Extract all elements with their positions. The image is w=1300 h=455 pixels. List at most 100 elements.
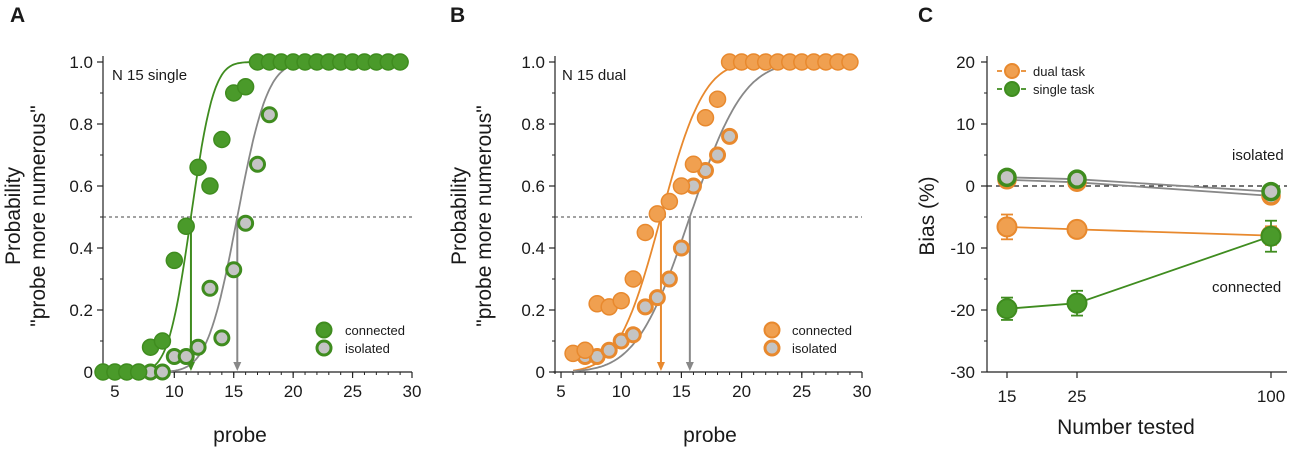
legend-marker-isolated	[315, 339, 333, 357]
point-isolated	[201, 279, 219, 297]
y-tick-label: 0.8	[521, 115, 545, 134]
legend-label-connected: connected	[792, 323, 852, 338]
x-tick-label: 10	[612, 382, 631, 401]
x-tick-label: 15	[998, 387, 1017, 406]
x-tick-label: 25	[343, 382, 362, 401]
point-isolated	[153, 363, 171, 381]
point-isolated	[636, 298, 654, 316]
panel-a-x-axis-title: probe	[213, 424, 267, 447]
y-tick-label: -10	[950, 239, 975, 258]
point-single-task-isolated	[997, 167, 1017, 188]
x-tick-label: 30	[403, 382, 422, 401]
point-dual-task-connected	[996, 216, 1018, 238]
point-connected	[648, 205, 667, 223]
x-tick-label: 15	[224, 382, 243, 401]
y-tick-label: 1.0	[69, 53, 93, 72]
panel-b-data-points	[564, 53, 859, 365]
panel-letter-c: C	[918, 4, 933, 27]
panel-a-legend: connected isolated	[315, 321, 405, 357]
point-isolated	[672, 239, 690, 257]
y-tick-label: -20	[950, 301, 975, 320]
panel-a: A 5 10 15 20 25 30 0 0.2 0.4 0.6 0.8 1.0 N 15 singl…	[2, 4, 421, 447]
point-connected	[391, 53, 409, 71]
panel-a-axes: 5 10 15 20 25 30 0 0.2 0.4 0.6 0.8 1.0	[69, 53, 421, 401]
x-tick-label: 15	[672, 382, 691, 401]
point-isolated	[648, 289, 666, 307]
point-isolated	[260, 106, 278, 124]
point-isolated	[213, 329, 231, 347]
legend-label-connected: connected	[345, 323, 405, 338]
series-line-dual-task-isolated	[1006, 178, 1272, 197]
point-isolated	[249, 155, 266, 173]
pse-arrowhead-isolated	[233, 362, 242, 371]
legend-marker-single	[1004, 81, 1020, 97]
legend-label-isolated: isolated	[345, 341, 390, 356]
point-single-task-connected	[1260, 225, 1282, 247]
point-isolated	[177, 348, 195, 365]
panel-b-annotation: N 15 dual	[562, 67, 626, 84]
point-connected	[165, 251, 184, 270]
point-connected	[841, 53, 859, 71]
y-tick-label: 1.0	[521, 53, 545, 72]
point-isolated	[721, 127, 739, 145]
point-connected	[660, 192, 679, 211]
y-tick-label: 0.6	[521, 177, 545, 196]
point-connected	[696, 109, 715, 127]
panel-b-y-axis-title-line1: Probability	[448, 166, 471, 265]
legend-marker-connected	[763, 321, 781, 339]
y-tick-label: 0	[84, 363, 93, 382]
pse-arrowhead-isolated	[685, 362, 694, 371]
point-connected	[236, 78, 255, 96]
x-tick-label: 100	[1257, 387, 1285, 406]
point-connected	[189, 158, 207, 177]
point-isolated	[600, 341, 618, 359]
x-tick-label: 20	[732, 382, 751, 401]
y-tick-label: 0	[536, 363, 545, 382]
point-connected	[636, 223, 655, 242]
point-isolated	[237, 214, 255, 232]
x-tick-label: 25	[792, 382, 811, 401]
legend-marker-connected	[315, 321, 333, 339]
x-tick-label: 25	[1068, 387, 1087, 406]
x-tick-label: 20	[284, 382, 303, 401]
series-line-single-task-connected	[1006, 235, 1272, 310]
y-tick-label: 0.8	[69, 115, 93, 134]
panel-letter-b: B	[450, 4, 465, 27]
point-connected	[708, 90, 727, 108]
point-connected	[672, 177, 691, 195]
legend-label-single: single task	[1033, 82, 1095, 97]
y-tick-label: 0.4	[69, 239, 93, 258]
y-tick-label: 0.6	[69, 177, 93, 196]
legend-marker-isolated	[763, 339, 781, 357]
point-isolated	[660, 270, 678, 288]
point-connected	[177, 217, 195, 236]
point-connected	[684, 155, 703, 174]
y-tick-label: 0.2	[69, 301, 93, 320]
point-connected	[129, 363, 148, 381]
x-tick-label: 5	[110, 382, 119, 401]
panel-c-annotation-isolated: isolated	[1232, 147, 1284, 164]
panel-c-series	[996, 167, 1282, 321]
panel-a-annotation: N 15 single	[112, 67, 187, 84]
panel-b-legend: connected isolated	[763, 321, 852, 357]
y-tick-label: 10	[956, 115, 975, 134]
y-tick-label: -30	[950, 363, 975, 382]
point-isolated	[624, 326, 642, 344]
panel-a-data-points	[94, 53, 409, 381]
y-tick-label: 0	[966, 177, 975, 196]
point-single-task-isolated	[1261, 181, 1281, 202]
panel-letter-a: A	[10, 4, 25, 27]
legend-label-dual: dual task	[1033, 64, 1086, 79]
point-dual-task-connected	[1066, 218, 1088, 240]
y-tick-label: 20	[956, 53, 975, 72]
legend-marker-dual	[1004, 63, 1020, 79]
y-tick-label: 0.2	[521, 301, 545, 320]
legend-label-isolated: isolated	[792, 341, 837, 356]
point-single-task-isolated	[1067, 169, 1087, 189]
point-connected	[612, 291, 630, 310]
point-isolated	[189, 338, 207, 356]
y-tick-label: 0.4	[521, 239, 545, 258]
